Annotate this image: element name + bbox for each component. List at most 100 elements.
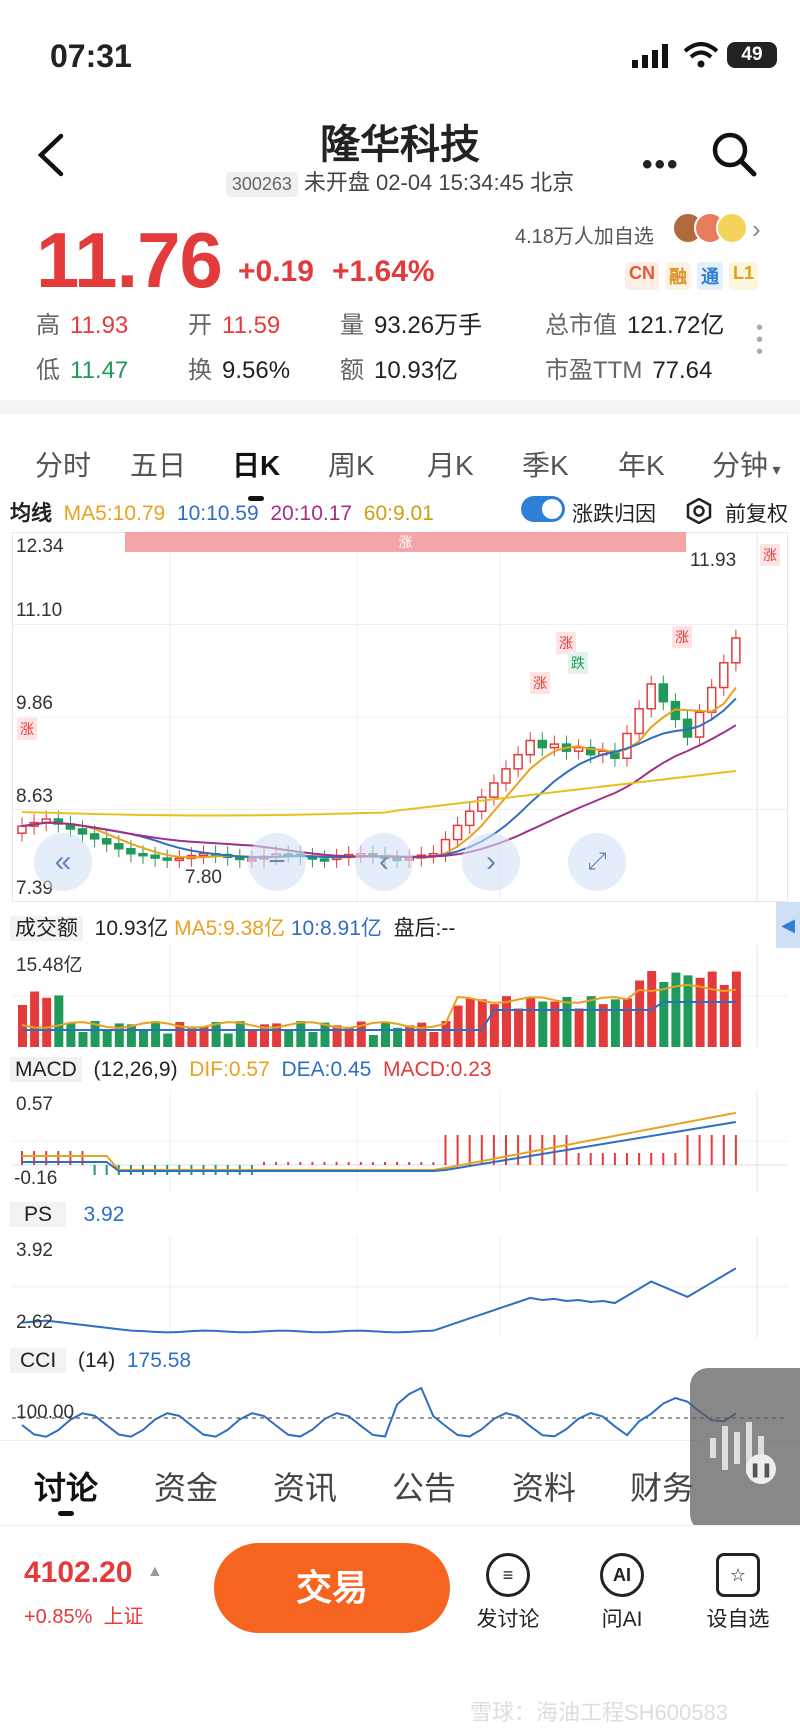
- scroll-left-icon[interactable]: ‹: [355, 833, 413, 891]
- fall-tag[interactable]: 跌: [568, 652, 588, 674]
- ps-chart[interactable]: [12, 1236, 788, 1338]
- adjust-label[interactable]: 前复权: [725, 503, 788, 526]
- cci-chart[interactable]: [12, 1380, 788, 1440]
- candle: [17, 825, 27, 834]
- trade-button[interactable]: 交易: [214, 1543, 450, 1633]
- ma-line: [21, 769, 737, 817]
- attribution-label: 涨跌归因: [572, 503, 656, 526]
- rise-tag[interactable]: 涨: [17, 718, 37, 740]
- candle: [549, 743, 560, 749]
- scroll-start-icon[interactable]: «: [34, 833, 92, 891]
- tab-five-day[interactable]: 五日: [130, 450, 187, 481]
- volume-bar: [489, 1004, 499, 1047]
- index-up-icon: ▲: [147, 1563, 163, 1580]
- more-icon[interactable]: •••: [642, 148, 680, 181]
- volume-bar: [731, 971, 741, 1047]
- volume-chart[interactable]: [12, 945, 788, 1047]
- tab-monthly-k[interactable]: 月K: [427, 450, 474, 481]
- tab-financials[interactable]: 财务: [630, 1470, 695, 1506]
- voice-float-widget[interactable]: ❚❚: [690, 1368, 800, 1532]
- stat-volume: 量 93.26万手: [340, 312, 483, 339]
- candle: [706, 686, 717, 714]
- volume-bar: [417, 1022, 427, 1047]
- volume-bar: [368, 1034, 378, 1047]
- rise-tag[interactable]: 涨: [672, 626, 692, 648]
- index-change[interactable]: +0.85% 上证: [24, 1606, 144, 1628]
- tab-intraday[interactable]: 分时: [35, 450, 92, 481]
- search-icon[interactable]: [710, 130, 758, 178]
- candle: [477, 796, 487, 813]
- volume-bar: [30, 991, 40, 1047]
- side-expand-icon[interactable]: ◀: [776, 902, 800, 948]
- tab-daily-k[interactable]: 日K: [232, 450, 281, 481]
- tab-weekly-k[interactable]: 周K: [328, 450, 375, 481]
- tab-discussion[interactable]: 讨论: [34, 1470, 99, 1506]
- candle: [89, 833, 100, 840]
- more-stats-icon[interactable]: • • •: [756, 317, 764, 363]
- scroll-right-icon[interactable]: ›: [462, 833, 520, 891]
- back-icon[interactable]: [35, 132, 65, 178]
- rise-tag[interactable]: 涨: [556, 632, 576, 654]
- settings-icon[interactable]: [686, 498, 712, 524]
- rise-zone-bar[interactable]: 涨: [125, 532, 686, 552]
- kline-chart[interactable]: [12, 532, 788, 902]
- volume-bar: [320, 1022, 330, 1047]
- ask-ai-button[interactable]: AI 问AI: [572, 1553, 672, 1633]
- rise-tag[interactable]: 涨: [530, 672, 550, 694]
- tab-quarterly-k[interactable]: 季K: [522, 450, 569, 481]
- post-discussion-button[interactable]: ≡ 发讨论: [458, 1553, 558, 1633]
- tab-profile[interactable]: 资料: [512, 1470, 577, 1506]
- badge-connect[interactable]: 通: [697, 262, 723, 290]
- high-marker: 11.93: [690, 550, 737, 571]
- volume-bar: [114, 1023, 124, 1047]
- followers-count[interactable]: 4.18万人加自选: [515, 226, 654, 248]
- tab-news[interactable]: 资讯: [273, 1470, 338, 1506]
- tab-minute[interactable]: 分钟 ▾: [712, 450, 781, 481]
- cci-legend: CCI (14) 175.58: [10, 1348, 191, 1373]
- badge-cn[interactable]: CN: [625, 262, 659, 290]
- chevron-right-icon[interactable]: ›: [752, 214, 761, 244]
- candle: [101, 838, 112, 845]
- tab-announcements[interactable]: 公告: [392, 1470, 457, 1506]
- candle: [319, 858, 330, 862]
- candle: [174, 857, 185, 862]
- kline-y-label: 9.86: [16, 693, 53, 714]
- attribution-toggle[interactable]: [521, 496, 565, 522]
- badge-l1[interactable]: L1: [729, 262, 759, 290]
- candle: [719, 662, 729, 689]
- wifi-icon: [683, 42, 719, 68]
- active-tab-indicator: [58, 1511, 74, 1516]
- rise-tag[interactable]: 涨: [760, 544, 780, 566]
- volume-bar: [477, 999, 487, 1047]
- volume-bar: [586, 996, 596, 1047]
- volume-bar: [66, 1022, 76, 1047]
- tab-funds[interactable]: 资金: [154, 1470, 219, 1506]
- candle: [731, 637, 741, 664]
- add-watchlist-button[interactable]: ☆ 设自选: [688, 1553, 788, 1633]
- volume-bar: [247, 1029, 257, 1047]
- candle: [622, 732, 632, 759]
- pause-icon[interactable]: ❚❚: [746, 1454, 776, 1484]
- macd-chart[interactable]: [12, 1090, 788, 1192]
- candle: [658, 683, 669, 703]
- candle: [501, 768, 511, 784]
- stock-name: 隆华科技: [320, 123, 480, 167]
- candle: [573, 746, 584, 752]
- dea-line: [22, 1121, 737, 1172]
- candle: [525, 739, 535, 756]
- index-value[interactable]: 4102.20: [24, 1556, 133, 1589]
- volume-bar: [187, 1026, 197, 1047]
- volume-bar: [332, 1025, 342, 1047]
- ma-line: [21, 686, 737, 859]
- fullscreen-icon[interactable]: ⤢: [568, 833, 626, 891]
- candle: [464, 810, 475, 827]
- stock-subtitle: 300263 未开盘 02-04 15:34:45 北京: [0, 165, 800, 197]
- volume-bar: [574, 1008, 584, 1047]
- status-time: 07:31: [50, 38, 132, 74]
- badge-margin[interactable]: 融: [665, 262, 691, 290]
- tab-yearly-k[interactable]: 年K: [618, 450, 665, 481]
- zoom-out-icon[interactable]: −: [248, 833, 306, 891]
- stat-low: 低 11.47: [36, 357, 129, 384]
- candle: [198, 853, 209, 857]
- volume-bar: [659, 982, 669, 1047]
